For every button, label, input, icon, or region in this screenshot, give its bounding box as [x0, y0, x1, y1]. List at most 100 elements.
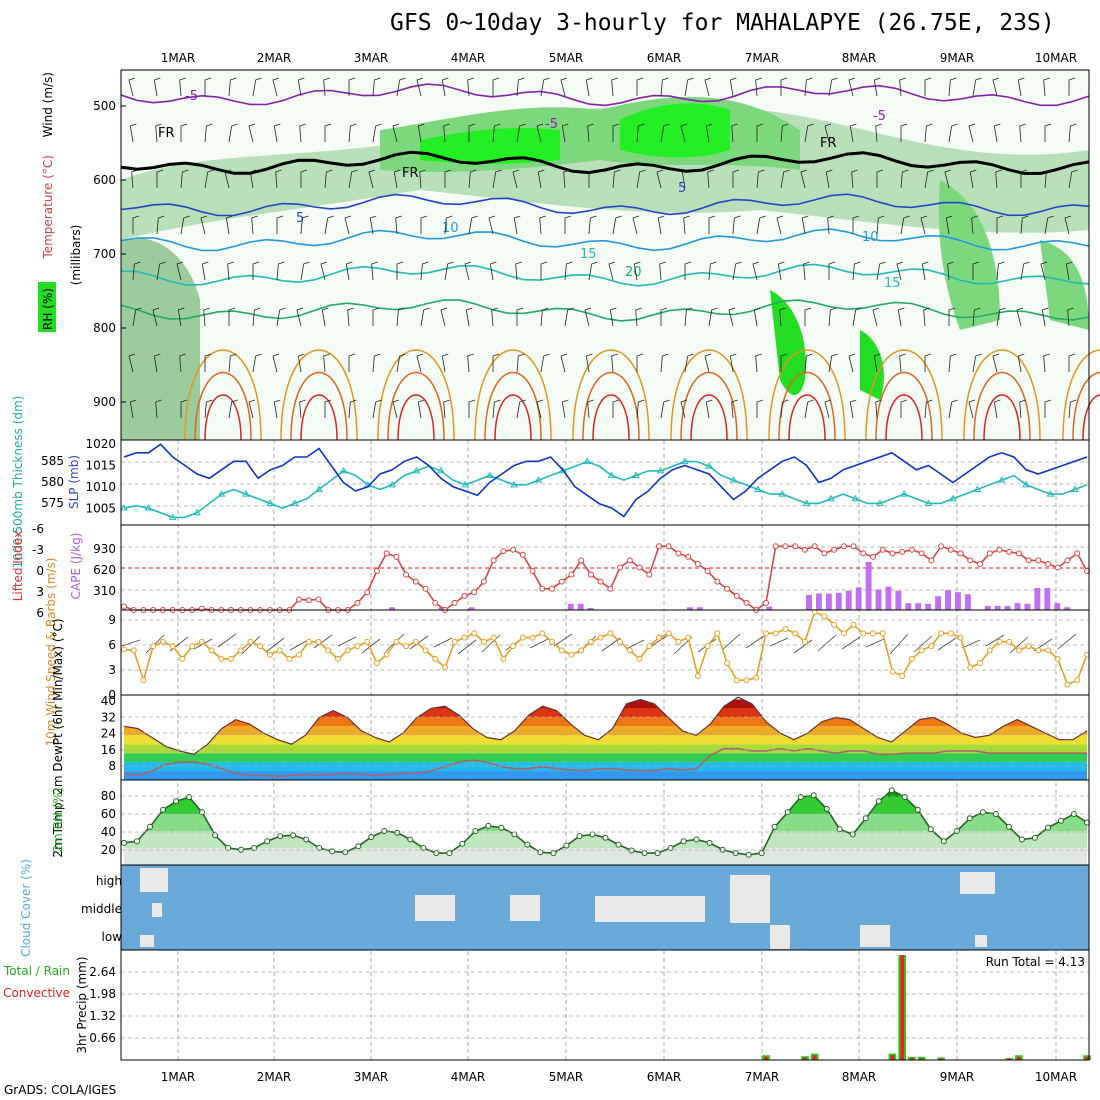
lifted-index-point — [373, 568, 380, 575]
wind-barb — [705, 399, 713, 419]
cape-bar — [1024, 603, 1031, 610]
wind-barb-10m — [961, 639, 981, 649]
wind-barb — [680, 123, 688, 143]
wind-barb — [900, 399, 908, 418]
lifted-index-point — [947, 546, 954, 553]
lifted-index-point — [977, 560, 983, 567]
wind-barb — [467, 77, 474, 97]
wind-barb — [372, 399, 382, 419]
date-label-top: 4MAR — [451, 51, 486, 65]
wind-barb — [224, 169, 232, 189]
thickness-point — [802, 499, 811, 506]
wind-barb — [516, 399, 526, 419]
wind-barb — [680, 399, 688, 419]
rh2m-point — [472, 828, 479, 834]
wind-barb — [420, 261, 429, 281]
wind-speed-point — [257, 643, 264, 650]
dewpoint-line — [123, 747, 1087, 778]
wind-barb-10m — [337, 636, 357, 647]
wind-speed-point — [792, 630, 799, 637]
wind-barb — [896, 261, 904, 281]
contour-label: 10 — [442, 221, 459, 236]
wind-speed-point — [286, 655, 293, 662]
wind-barb — [947, 261, 954, 281]
lifted-index-point — [121, 603, 127, 610]
wind-speed-point — [753, 674, 760, 681]
wind-barb — [513, 215, 521, 235]
wind-barb — [440, 307, 448, 327]
date-label-top: 7MAR — [745, 51, 780, 65]
wind-barb — [803, 261, 810, 281]
rh2m-point — [771, 823, 778, 830]
wind-barb — [732, 169, 740, 188]
wind-barb — [872, 307, 880, 327]
wind-barb — [348, 399, 357, 419]
lifted-index-point — [831, 546, 838, 553]
wind-speed-point — [656, 634, 662, 641]
cape-bar — [587, 607, 594, 610]
temp-tick: 8 — [108, 759, 116, 773]
wind-barb — [492, 169, 502, 189]
cape-tick: 620 — [93, 563, 116, 577]
lifted-index-point — [393, 553, 400, 560]
thickness-point — [339, 466, 348, 474]
wind-barb — [273, 399, 281, 419]
rh2m-point — [615, 841, 622, 848]
temp-ylabel: 2m Temp, 2m DewPt (6hr Min/Max) (°C) — [51, 618, 65, 857]
temp-band — [124, 708, 1087, 718]
wind-barb — [180, 169, 189, 189]
temp-tick: 32 — [101, 710, 116, 724]
wind-barb — [156, 261, 166, 281]
cape-bar — [1034, 588, 1041, 610]
precip-bar-convective — [939, 1058, 944, 1060]
slp-tick: 1015 — [85, 459, 116, 473]
precip-tick: 0.66 — [89, 1031, 116, 1045]
temp-line — [123, 696, 1088, 755]
lifted-index-point — [422, 585, 429, 592]
wind-speed-point — [860, 630, 867, 637]
wind-barb-10m — [841, 636, 861, 650]
wind-barb — [537, 169, 545, 189]
wind-speed-point — [840, 630, 847, 637]
wind-barb — [704, 77, 712, 97]
wind-speed-point — [325, 647, 332, 654]
thickness-point — [680, 457, 689, 465]
lifted-index-point — [1025, 557, 1032, 564]
pressure-tick-label: 900 — [93, 395, 116, 409]
wind-speed-point — [626, 647, 633, 654]
boundary-isotherm — [300, 394, 338, 441]
rh2m-point — [914, 806, 921, 813]
rh2m-point — [186, 794, 193, 800]
wind-barb — [636, 77, 644, 96]
wind-barb — [824, 123, 832, 143]
cape-bar — [686, 607, 693, 610]
wind-barb — [828, 353, 838, 373]
wind-barb-10m — [649, 634, 669, 648]
wind-barb — [972, 307, 981, 327]
li-label: Lifted Index — [11, 531, 25, 602]
lifted-index-point — [1045, 560, 1052, 567]
thickness-point — [120, 504, 128, 511]
wind-barb — [417, 399, 425, 419]
cloud-row-label: middle — [81, 902, 122, 916]
rh2m-point — [1044, 824, 1051, 831]
boundary-isotherm — [983, 394, 1021, 441]
wind-speed-point — [850, 621, 857, 628]
wind-speed-point — [714, 630, 721, 637]
wind-speed-point — [159, 638, 166, 645]
wind-barb — [204, 169, 214, 189]
lifted-index-point — [403, 571, 410, 578]
wind-barb — [564, 261, 573, 281]
wind-speed-point — [354, 643, 361, 650]
rh2m-point — [888, 787, 895, 794]
lifted-index-point — [656, 543, 662, 550]
wind-barb — [828, 77, 838, 97]
wind-barb — [444, 261, 454, 281]
wind-barb — [585, 77, 593, 97]
wind-barb — [536, 399, 544, 419]
wind-speed-point — [1015, 647, 1022, 654]
precip-legend-total: Total / Rain — [3, 964, 70, 978]
thickness-point — [583, 457, 592, 465]
cape-tick: 930 — [93, 542, 116, 556]
wind-barb — [1044, 169, 1053, 189]
